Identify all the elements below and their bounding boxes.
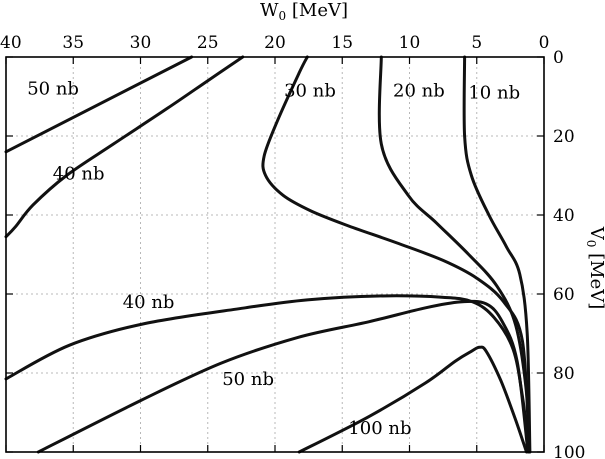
y-tick-label: 60 xyxy=(553,285,575,305)
contour-label: 40 nb xyxy=(53,163,105,184)
y-axis-title: V0 [MeV] xyxy=(584,226,605,310)
contour-label: 20 nb xyxy=(393,81,445,102)
x-tick-label: 35 xyxy=(62,33,84,53)
x-tick-label: 10 xyxy=(399,33,421,53)
contour-100-nb xyxy=(297,345,528,454)
x-tick-label: 0 xyxy=(539,33,550,53)
y-tick-label: 100 xyxy=(553,443,585,459)
x-axis-title: W0 [MeV] xyxy=(260,0,348,23)
contour-label: 10 nb xyxy=(468,82,520,103)
contour-40-nb-upper xyxy=(4,55,245,239)
contour-label: 50 nb xyxy=(27,79,79,100)
x-tick-label: 5 xyxy=(471,33,482,53)
contour-10-nb xyxy=(462,55,532,454)
x-tick-label: 40 xyxy=(0,33,22,53)
contour-label: 40 nb xyxy=(123,292,175,313)
x-tick-label: 30 xyxy=(130,33,152,53)
contour-label: 30 nb xyxy=(284,81,336,102)
contour-label: 100 nb xyxy=(348,418,411,439)
y-tick-label: 20 xyxy=(553,127,575,147)
y-tick-label: 0 xyxy=(553,48,564,68)
x-tick-label: 25 xyxy=(197,33,219,53)
y-tick-label: 40 xyxy=(553,206,575,226)
contour-curves xyxy=(4,55,532,454)
contour-20-nb xyxy=(377,55,531,454)
contour-30-nb xyxy=(261,55,531,454)
x-tick-label: 20 xyxy=(264,33,286,53)
y-tick-label: 80 xyxy=(553,364,575,384)
contour-labels: 50 nb 40 nb 30 nb 20 nb 10 nb 40 nb 50 nb 100 n… xyxy=(27,79,520,440)
axis-ticks: 40 35 30 25 20 15 10 5 00 20 40 60 80 100 xyxy=(0,33,585,459)
contour-50-nb-lower xyxy=(36,299,530,454)
contour-label: 50 nb xyxy=(222,369,274,390)
x-tick-label: 15 xyxy=(331,33,353,53)
contour-50-nb-upper xyxy=(4,55,194,154)
